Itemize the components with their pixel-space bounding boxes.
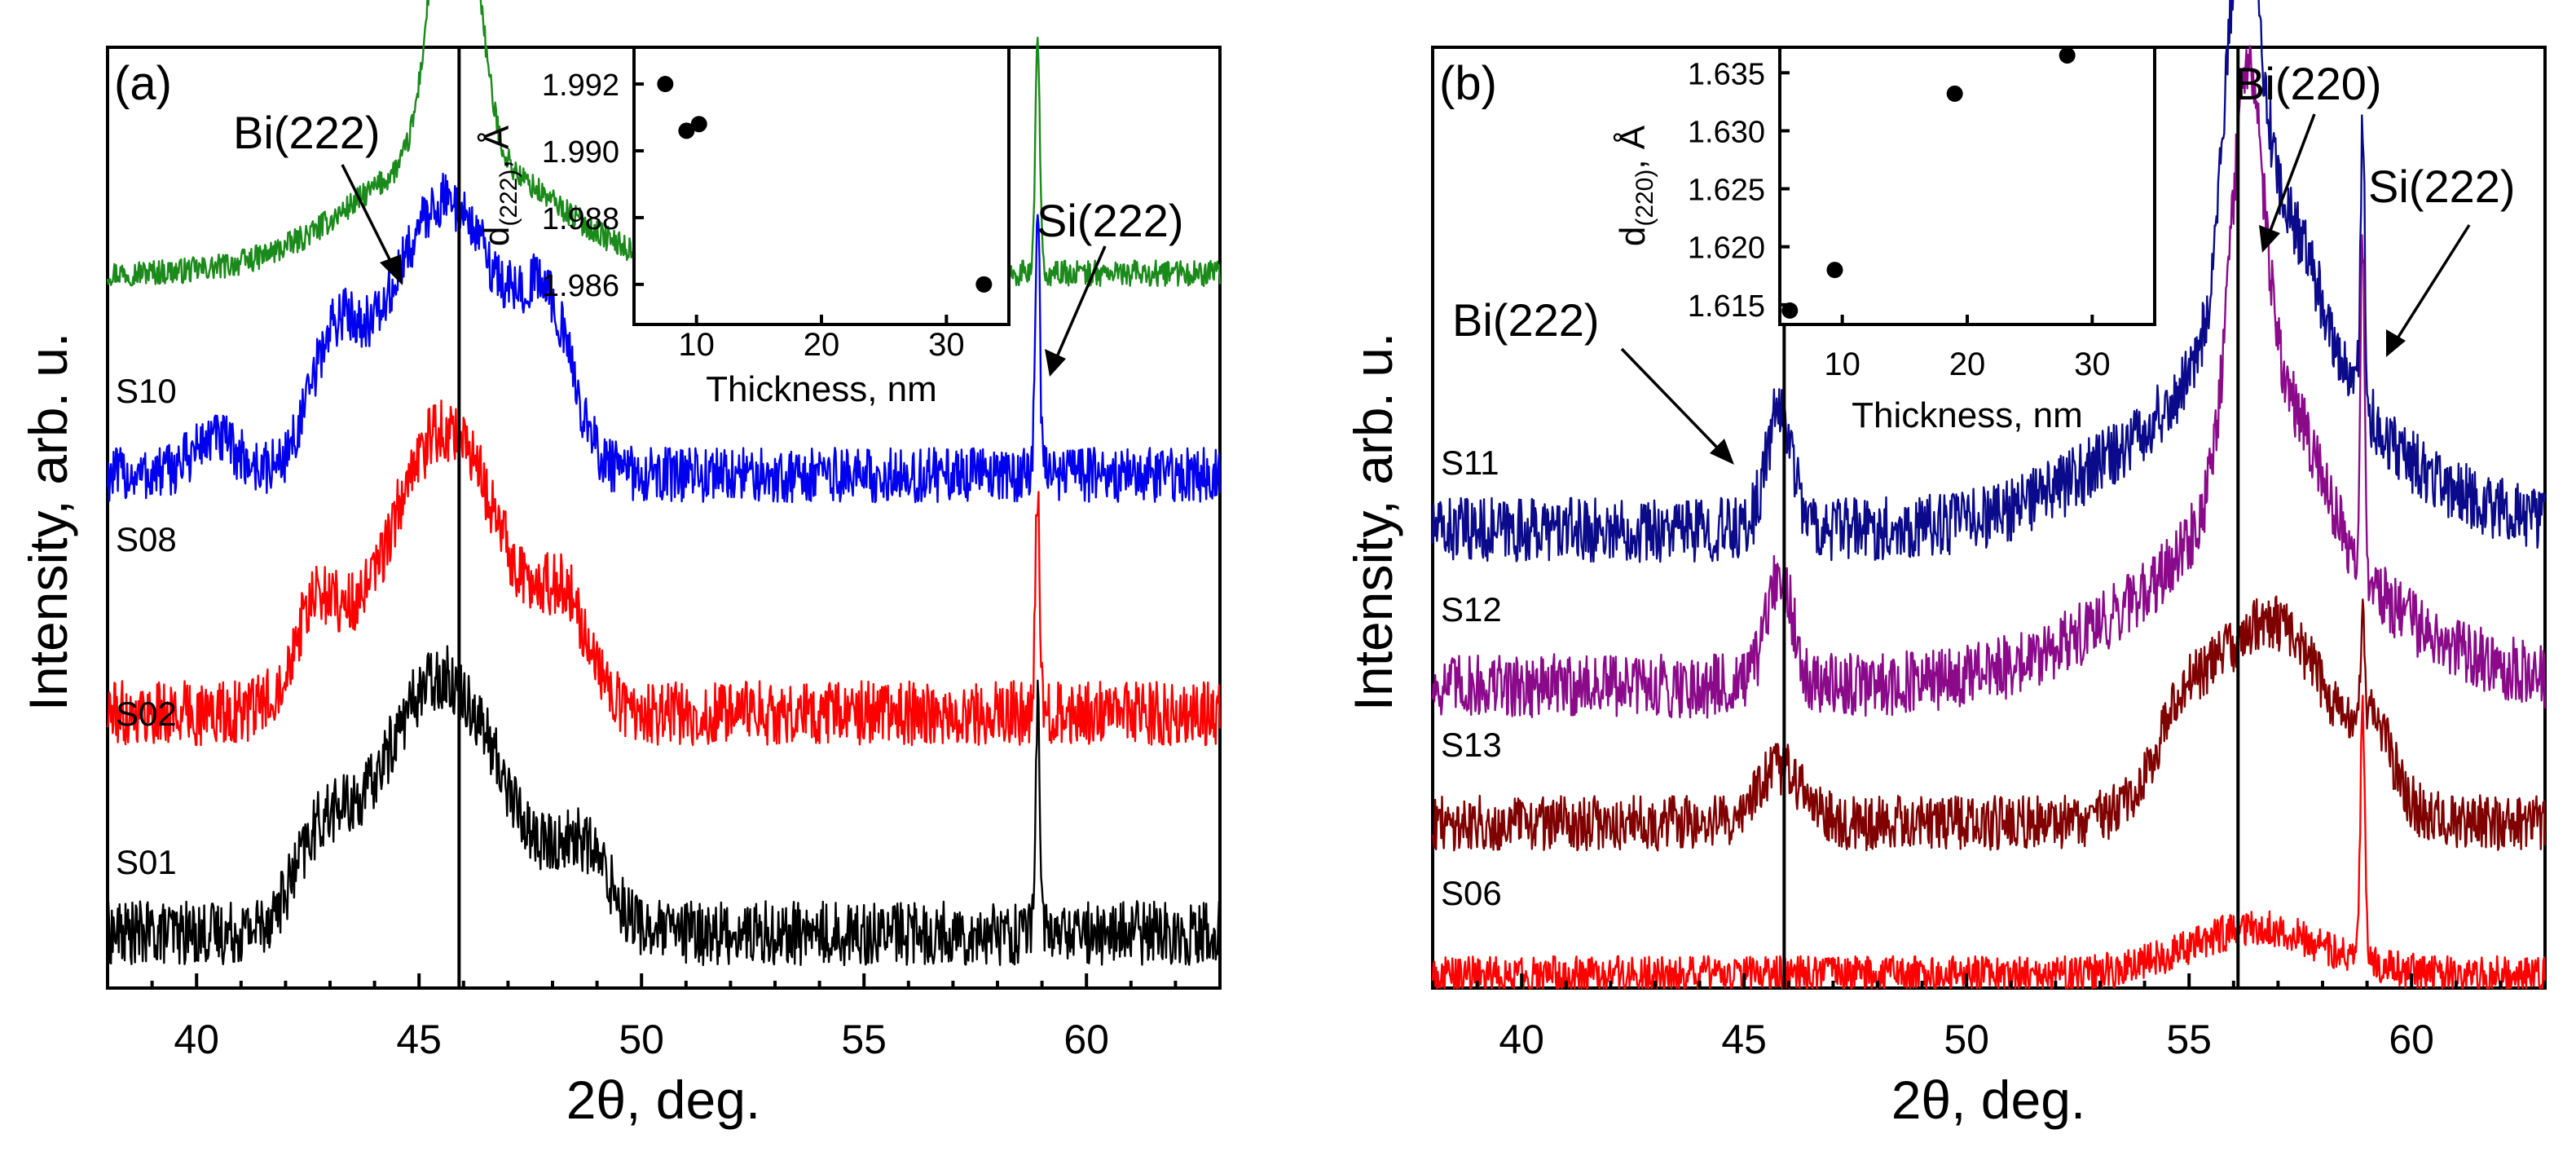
inset-data-point xyxy=(975,276,993,293)
inset-y-tick-label: 1.635 xyxy=(1688,57,1765,91)
annotation-bi222-b: Bi(222) xyxy=(1452,294,1600,346)
x-tick-label-60: 60 xyxy=(1063,1017,1109,1062)
annotation-bi220-b-arrow xyxy=(2267,113,2316,236)
inset-data-point xyxy=(690,116,707,133)
inset-data-point xyxy=(1826,262,1843,279)
panel-a-inset-frame xyxy=(632,46,1011,326)
inset-data-point xyxy=(678,122,695,139)
inset-y-tick-label: 1.625 xyxy=(1688,174,1765,208)
inset-y-tick-label: 1.992 xyxy=(542,68,619,103)
inset-y-tick-label: 1.620 xyxy=(1688,232,1765,266)
annotation-bi222-b-arrow xyxy=(1620,347,1721,452)
annotation-bi220-b-arrowhead xyxy=(2259,225,2280,253)
panel-b-inset-frame xyxy=(1778,46,2156,326)
x-tick-label-50: 50 xyxy=(619,1017,664,1062)
panel-b-x-tick-labels: 40 45 50 55 60 xyxy=(1499,1017,2434,1062)
inset-x-tick-label-20: 20 xyxy=(1949,346,1986,382)
x-tick-label-40: 40 xyxy=(1499,1017,1544,1062)
series-label-s12: S12 xyxy=(1441,590,1502,629)
inset-y-tick-label: 1.988 xyxy=(542,202,619,236)
inset-y-tick-label: 1.630 xyxy=(1688,115,1765,149)
panel-b-traces xyxy=(1431,0,2547,990)
inset-data-point xyxy=(2059,46,2076,64)
trace-s13 xyxy=(1431,595,2547,852)
panel-a-inset-points xyxy=(657,76,993,293)
annotation-si222-a-arrowhead xyxy=(1045,349,1066,377)
x-tick-label-60: 60 xyxy=(2389,1017,2434,1062)
panel-b-inset-x-title: Thickness, nm xyxy=(1852,395,2083,435)
panel-a-inset-y-title: d(222), Å xyxy=(477,125,522,246)
x-tick-label-55: 55 xyxy=(841,1017,887,1062)
trace-s06 xyxy=(1431,695,2547,990)
x-tick-label-40: 40 xyxy=(174,1017,219,1062)
panel-a-inset: 10 20 30 1.986 1.988 1.990 1.992 Thickness, nm… xyxy=(477,46,1011,409)
panel-b-inset-y-title: d(220), Å xyxy=(1613,125,1658,246)
panel-b-inset: 10 20 30 1.615 1.620 1.625 1.630 1.635 Thicknes… xyxy=(1613,46,2156,435)
panel-a-x-tick-labels: 40 45 50 55 60 xyxy=(174,1017,1109,1062)
panel-a-label: (a) xyxy=(114,57,172,110)
series-label-s11: S11 xyxy=(1441,443,1499,482)
trace-s08 xyxy=(106,172,1222,504)
trace-s02 xyxy=(106,399,1222,747)
panel-b-inset-points xyxy=(1781,46,2076,319)
panel-b-x-axis-title: 2θ, deg. xyxy=(1891,1070,2086,1130)
inset-data-point xyxy=(1946,85,1963,102)
annotation-si222-b-arrow xyxy=(2394,224,2471,342)
annotation-bi222-a-arrowhead xyxy=(380,254,403,285)
inset-x-tick-label-20: 20 xyxy=(804,327,840,363)
panel-a-x-axis-title: 2θ, deg. xyxy=(566,1070,761,1130)
annotation-bi222-a-arrow xyxy=(341,164,396,270)
trace-s12 xyxy=(1431,45,2547,719)
inset-x-tick-label-30: 30 xyxy=(928,327,965,363)
panel-a: 40 45 50 55 60 (a) 2θ, deg. Intensity, arb. … xyxy=(18,0,1222,1130)
annotation-si222-a: Si(222) xyxy=(1037,195,1184,246)
panel-a-inset-x-title: Thickness, nm xyxy=(706,369,937,409)
panel-a-inset-ticks: 10 20 30 1.986 1.988 1.990 1.992 xyxy=(542,68,965,363)
inset-y-tick-label: 1.990 xyxy=(542,135,619,170)
panel-b-x-ticks xyxy=(1431,973,2547,988)
x-tick-label-50: 50 xyxy=(1944,1017,1989,1062)
series-label-s10: S10 xyxy=(116,372,177,410)
annotation-bi220-b: Bi(220) xyxy=(2235,58,2382,109)
panel-b-y-axis-title: Intensity, arb. u. xyxy=(1343,333,1403,712)
inset-y-tick-label: 1.986 xyxy=(542,269,619,303)
annotation-si222-b: Si(222) xyxy=(2368,161,2516,212)
annotation-si222-a-arrow xyxy=(1055,245,1107,360)
inset-data-point xyxy=(657,76,674,93)
panel-a-y-axis-title: Intensity, arb. u. xyxy=(18,333,78,712)
series-label-s02: S02 xyxy=(116,695,177,733)
annotation-bi222-b-arrowhead xyxy=(1710,439,1734,465)
series-label-s13: S13 xyxy=(1441,726,1502,764)
panel-b-inset-ticks: 10 20 30 1.615 1.620 1.625 1.630 1.635 xyxy=(1688,57,2111,382)
inset-y-tick-label: 1.615 xyxy=(1688,289,1765,324)
x-tick-label-45: 45 xyxy=(1721,1017,1767,1062)
inset-x-tick-label-10: 10 xyxy=(678,327,715,363)
panel-b-label: (b) xyxy=(1439,57,1497,110)
panel-b: 40 45 50 55 60 (b) 2θ, deg. Intensity, arb. … xyxy=(1343,0,2547,1130)
inset-x-tick-label-10: 10 xyxy=(1824,346,1860,382)
inset-data-point xyxy=(1781,302,1799,319)
annotation-si222-b-arrowhead xyxy=(2386,329,2406,357)
trace-s11 xyxy=(1431,0,2547,563)
series-label-s01: S01 xyxy=(116,843,177,881)
x-tick-label-55: 55 xyxy=(2166,1017,2212,1062)
annotation-bi222-a: Bi(222) xyxy=(233,107,381,158)
x-tick-label-45: 45 xyxy=(396,1017,442,1062)
series-label-s08: S08 xyxy=(116,520,177,558)
inset-x-tick-label-30: 30 xyxy=(2074,346,2111,382)
panel-a-x-ticks xyxy=(106,973,1222,988)
series-label-s06: S06 xyxy=(1441,874,1502,912)
trace-s01 xyxy=(106,645,1222,967)
